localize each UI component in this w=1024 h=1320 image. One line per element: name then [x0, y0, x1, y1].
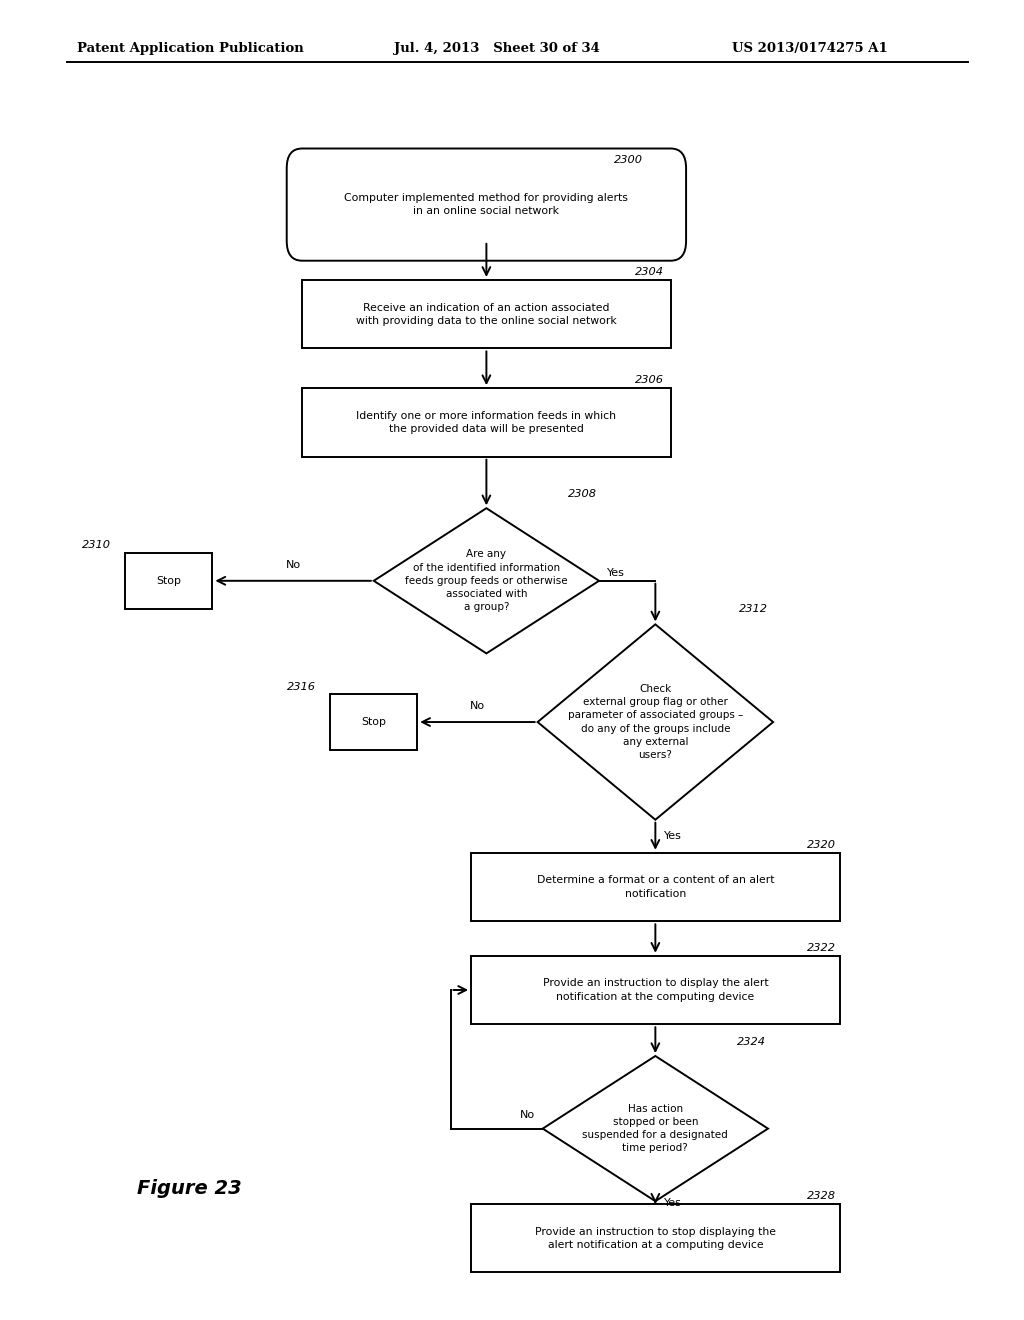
- Polygon shape: [538, 624, 773, 820]
- Text: Identify one or more information feeds in which
the provided data will be presen: Identify one or more information feeds i…: [356, 411, 616, 434]
- Text: Stop: Stop: [157, 576, 181, 586]
- Text: 2312: 2312: [739, 603, 768, 614]
- Text: 2320: 2320: [807, 840, 836, 850]
- Text: 2328: 2328: [807, 1191, 836, 1201]
- Text: Check
external group flag or other
parameter of associated groups –
do any of th: Check external group flag or other param…: [567, 684, 743, 760]
- Text: Has action
stopped or been
suspended for a designated
time period?: Has action stopped or been suspended for…: [583, 1104, 728, 1154]
- Text: 2324: 2324: [737, 1036, 766, 1047]
- Bar: [471, 956, 840, 1024]
- Polygon shape: [543, 1056, 768, 1201]
- Text: Computer implemented method for providing alerts
in an online social network: Computer implemented method for providin…: [344, 193, 629, 216]
- Text: No: No: [470, 701, 485, 711]
- Text: 2308: 2308: [568, 488, 597, 499]
- Bar: [471, 1204, 840, 1272]
- Text: Patent Application Publication: Patent Application Publication: [77, 42, 303, 55]
- Text: Jul. 4, 2013   Sheet 30 of 34: Jul. 4, 2013 Sheet 30 of 34: [394, 42, 600, 55]
- Text: Figure 23: Figure 23: [137, 1179, 242, 1197]
- Text: No: No: [519, 1110, 535, 1121]
- Bar: [330, 694, 418, 750]
- Text: No: No: [286, 560, 301, 570]
- Text: Provide an instruction to stop displaying the
alert notification at a computing : Provide an instruction to stop displayin…: [535, 1226, 776, 1250]
- FancyBboxPatch shape: [287, 149, 686, 261]
- Text: 2300: 2300: [614, 154, 643, 165]
- Bar: [302, 280, 671, 348]
- Text: 2316: 2316: [287, 681, 315, 692]
- Bar: [302, 388, 671, 457]
- Text: US 2013/0174275 A1: US 2013/0174275 A1: [732, 42, 888, 55]
- Polygon shape: [374, 508, 599, 653]
- Bar: [471, 853, 840, 921]
- Text: 2304: 2304: [635, 267, 664, 277]
- Text: Stop: Stop: [361, 717, 386, 727]
- Text: Yes: Yes: [664, 832, 681, 841]
- Text: 2322: 2322: [807, 942, 836, 953]
- Text: Determine a format or a content of an alert
notification: Determine a format or a content of an al…: [537, 875, 774, 899]
- Text: 2306: 2306: [635, 375, 664, 385]
- Text: Are any
of the identified information
feeds group feeds or otherwise
associated : Are any of the identified information fe…: [406, 549, 567, 612]
- Text: Yes: Yes: [607, 568, 625, 578]
- Text: 2310: 2310: [82, 540, 111, 550]
- Bar: [125, 553, 213, 609]
- Text: Yes: Yes: [664, 1197, 681, 1208]
- Text: Receive an indication of an action associated
with providing data to the online : Receive an indication of an action assoc…: [356, 302, 616, 326]
- Text: Provide an instruction to display the alert
notification at the computing device: Provide an instruction to display the al…: [543, 978, 768, 1002]
